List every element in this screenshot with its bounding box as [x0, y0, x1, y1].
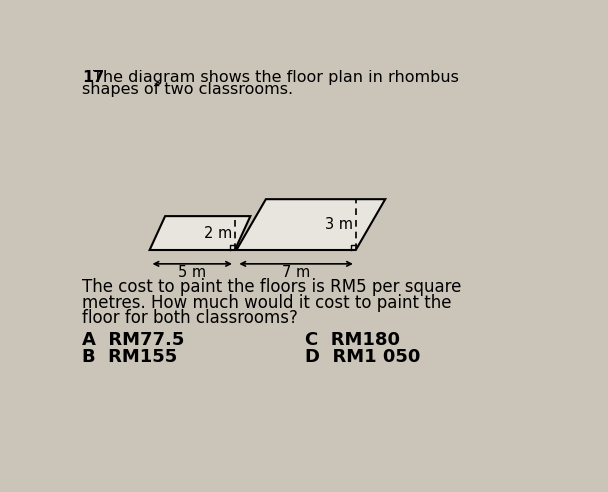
Text: 7 m: 7 m [282, 265, 310, 280]
Text: shapes of two classrooms.: shapes of two classrooms. [82, 82, 293, 97]
Text: The cost to paint the floors is RM5 per square: The cost to paint the floors is RM5 per … [82, 278, 461, 297]
Text: 17: 17 [82, 70, 105, 85]
Text: 5 m: 5 m [178, 265, 206, 280]
Text: The diagram shows the floor plan in rhombus: The diagram shows the floor plan in rhom… [93, 70, 459, 85]
Text: metres. How much would it cost to paint the: metres. How much would it cost to paint … [82, 294, 452, 312]
Text: floor for both classrooms?: floor for both classrooms? [82, 309, 298, 327]
Text: C  RM180: C RM180 [305, 331, 399, 349]
Text: 2 m: 2 m [204, 225, 232, 241]
Text: D  RM1 050: D RM1 050 [305, 348, 420, 366]
Text: B  RM155: B RM155 [82, 348, 178, 366]
Polygon shape [237, 199, 385, 250]
Text: A  RM77.5: A RM77.5 [82, 331, 185, 349]
Text: 3 m: 3 m [325, 217, 353, 232]
Polygon shape [150, 216, 250, 250]
